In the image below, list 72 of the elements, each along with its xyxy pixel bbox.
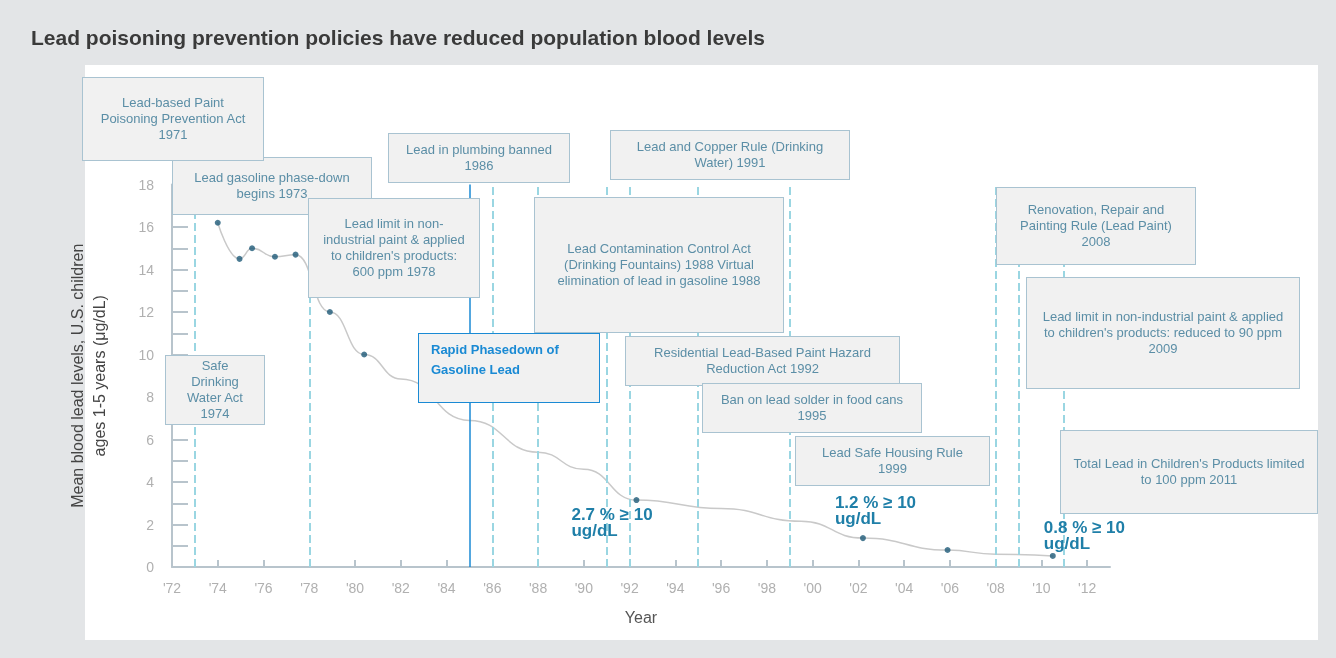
x-tick-label: '02: [849, 580, 868, 596]
ref-line-label: Lead and Copper Rule (Drinking Water) 1991: [635, 139, 825, 171]
callout-box: Lead and Copper Rule (Drinking Water) 1991: [610, 130, 850, 180]
annotation: 1.2 % ≥ 10 ug/dL: [834, 492, 921, 528]
callout-box: Rapid Phasedown of Gasoline Lead: [418, 333, 600, 403]
callout-box: Safe Drinking Water Act 1974: [165, 355, 265, 425]
ref-line-label: Residential Lead-Based Paint Hazard Reduction Act 1992: [653, 345, 872, 377]
point: [214, 219, 221, 226]
point: [859, 535, 866, 542]
y-axis-title: Mean blood lead levels, U.S. children ages 1-5 years (μg/dL): [68, 243, 108, 508]
ref-line-label: Lead limit in non-industrial paint & applied to children's products: reduced to 90 ppm 2009: [1041, 309, 1285, 357]
x-tick-label: '08: [986, 580, 1005, 596]
point: [271, 253, 278, 260]
y-tick-label: 4: [146, 474, 155, 490]
callout-box: Total Lead in Children's Products limited to 100 ppm 2011: [1060, 430, 1318, 514]
x-tick-label: '12: [1078, 580, 1097, 596]
point: [236, 255, 243, 262]
annotation: Safe Drinking Water Act 1974: [186, 358, 244, 422]
chart-title: Lead poisoning prevention policies have reduced population blood levels: [31, 26, 765, 49]
x-tick-label: '06: [940, 580, 960, 596]
ref-line-label: Lead in plumbing banned 1986: [405, 142, 553, 174]
callout-box: Residential Lead-Based Paint Hazard Reduction Act 1992: [625, 336, 900, 386]
point: [1049, 552, 1056, 559]
point: [944, 547, 951, 553]
callout-box: Ban on lead solder in food cans 1995: [702, 383, 922, 433]
y-tick-label: 0: [146, 559, 155, 575]
point: [361, 351, 368, 358]
ref-line-label: Lead Contamination Control Act (Drinking Fountains) 1988 Virtual elimination of lead in gasoline 1988: [556, 241, 762, 289]
x-tick-label: '10: [1032, 580, 1051, 596]
x-tick-label: '00: [803, 580, 822, 596]
y-tick-label: 8: [146, 389, 155, 405]
y-tick-label: 10: [138, 346, 155, 363]
callout-box: Lead limit in non-industrial paint & applied to children's products: 600 ppm 1978: [308, 198, 480, 298]
x-tick-label: '88: [528, 580, 548, 596]
y-tick-label: 18: [138, 176, 155, 193]
y-tick-label: 14: [138, 261, 155, 278]
point: [633, 497, 640, 504]
x-tick-label: '92: [620, 580, 639, 596]
x-tick-label: '84: [437, 580, 456, 596]
x-tick-label: '96: [711, 580, 731, 596]
x-axis-title: Year: [624, 608, 658, 626]
x-tick-label: '90: [574, 580, 594, 596]
y-tick-label: 12: [138, 304, 155, 320]
ref-line-label: Total Lead in Children's Products limited to 100 ppm 2011: [1072, 456, 1306, 488]
callout-box: Renovation, Repair and Painting Rule (Lead Paint) 2008: [996, 187, 1196, 265]
x-tick-label: '80: [345, 580, 365, 596]
y-tick-label: 6: [146, 431, 155, 448]
x-tick-label: '82: [391, 580, 411, 596]
ref-line-label: Lead limit in non-industrial paint & applied to children's products: 600 ppm 1978: [322, 216, 466, 280]
x-tick-label: '74: [208, 580, 228, 596]
callout-box: Lead-based Paint Poisoning Prevention Act 1971: [82, 77, 264, 161]
y-tick-label: 16: [138, 219, 155, 235]
ref-line-label: Ban on lead solder in food cans 1995: [719, 392, 905, 424]
x-tick-label: '72: [162, 580, 182, 596]
y-tick-label: 2: [146, 516, 155, 533]
ref-line-label: Renovation, Repair and Painting Rule (Lead Paint) 2008: [1019, 202, 1173, 250]
x-tick-label: '04: [894, 580, 914, 596]
callout-box: Lead in plumbing banned 1986: [388, 133, 570, 183]
annotation: 0.8 % ≥ 10 ug/dL: [1043, 518, 1130, 554]
x-tick-label: '98: [757, 580, 777, 596]
callout-box: Lead Safe Housing Rule 1999: [795, 436, 990, 486]
x-tick-label: '86: [483, 580, 502, 596]
x-tick-label: '76: [254, 580, 273, 596]
point: [249, 245, 256, 252]
x-tick-label: '94: [666, 580, 685, 596]
x-tick-label: '78: [300, 580, 319, 596]
ref-line-label: Lead Safe Housing Rule 1999: [821, 445, 964, 477]
callout-box: Lead limit in non-industrial paint & applied to children's products: reduced to 90 ppm 2009: [1026, 277, 1300, 389]
point: [326, 309, 333, 315]
callout-box: Lead Contamination Control Act (Drinking Fountains) 1988 Virtual elimination of lead in gasoline 1988: [534, 197, 784, 333]
ref-line-label: Rapid Phasedown of Gasoline Lead: [431, 341, 560, 379]
annotation: 2.7 % ≥ 10 ug/dL: [571, 504, 658, 540]
